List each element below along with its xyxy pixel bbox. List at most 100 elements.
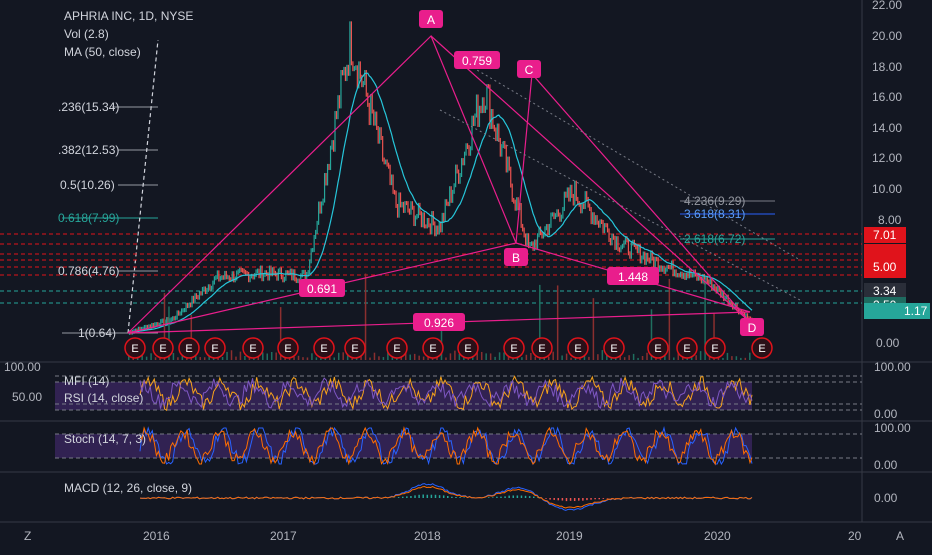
ratio-label[interactable]: 0.691 (299, 279, 345, 297)
earnings-marker-label: E (610, 343, 617, 355)
macd-histogram-bar (459, 497, 461, 498)
volume-bar (552, 352, 554, 360)
time-tick: 2016 (143, 529, 170, 543)
macd-title[interactable]: MACD (12, 26, close, 9) (64, 481, 192, 495)
price-badge-text: 3.34 (873, 284, 897, 298)
macd-histogram-bar (402, 497, 404, 498)
volume-bar (727, 353, 729, 360)
fib-trend-line (128, 40, 158, 333)
fib-ext-label: 3.618(8.31) (684, 207, 745, 221)
volume-bar (490, 353, 492, 360)
price-badge-text: 5.00 (873, 260, 897, 274)
ratio-text: 1.448 (618, 270, 648, 284)
volume-bar (383, 357, 385, 360)
volume-bar (557, 285, 559, 360)
fib-label: 0.786(4.76) (58, 264, 119, 278)
price-tick: 20.00 (872, 29, 902, 43)
fib-ext-label: 2.618(6.72) (684, 232, 745, 246)
corner-button-right[interactable]: A (896, 529, 904, 543)
volume-bar (262, 352, 264, 360)
volume-bar (624, 357, 626, 360)
osc-left-tick: 100.00 (4, 360, 41, 374)
pattern-point-a[interactable]: A (419, 10, 443, 28)
volume-bar (316, 357, 318, 360)
macd-histogram-bar (443, 495, 445, 498)
macd-histogram-bar (439, 495, 441, 498)
macd-histogram-bar (398, 497, 400, 498)
macd-histogram-bar (562, 498, 564, 501)
volume-bar (602, 350, 604, 360)
volume-bar (673, 357, 675, 360)
macd-histogram-bar (455, 497, 457, 498)
volume-bar (637, 358, 639, 360)
ratio-label[interactable]: 1.448 (607, 267, 659, 285)
pattern-point-d[interactable]: D (740, 318, 764, 336)
volume-bar (155, 357, 157, 360)
time-axis[interactable]: 2016 2017 2018 2019 2020 20 (143, 529, 862, 543)
macd-histogram-bar (406, 496, 408, 498)
volume-bar (414, 354, 416, 360)
pattern-point-c[interactable]: C (517, 60, 541, 78)
earnings-marker-label: E (654, 343, 661, 355)
volume-bar (749, 353, 751, 360)
macd-histogram-bar (463, 497, 465, 498)
ratio-label[interactable]: 0.759 (454, 51, 500, 69)
volume-bar (642, 356, 644, 360)
macd-histogram-bar (422, 495, 424, 498)
macd-histogram-bar (590, 498, 592, 500)
volume-bar (633, 354, 635, 360)
price-tick: 8.00 (878, 213, 902, 227)
fib-label: .236(15.34) (58, 100, 119, 114)
corner-button-left[interactable]: Z (24, 529, 31, 543)
volume-bar (199, 357, 201, 360)
macd-histogram-bar (418, 495, 420, 498)
osc-right-tick: 100.00 (874, 360, 911, 374)
macd-histogram-bar (574, 498, 576, 501)
stoch-right-tick: 100.00 (874, 421, 911, 435)
earnings-marker-label: E (159, 343, 166, 355)
ratio-text: 0.759 (462, 54, 492, 68)
price-badge: 3.34 (864, 283, 906, 298)
macd-histogram-bar (549, 498, 551, 500)
harmonic-pattern (128, 36, 750, 333)
volume-bar (454, 351, 456, 360)
macd-histogram-bar (582, 498, 584, 501)
volume-bar (503, 352, 505, 360)
volume-bar (566, 354, 568, 360)
fib-label: 0.618(7.99) (58, 211, 119, 225)
macd-histogram-bar (545, 498, 547, 499)
volume-bar (378, 356, 380, 360)
price-tick: 10.00 (872, 182, 902, 196)
earnings-marker-label: E (211, 343, 218, 355)
ma-indicator-label[interactable]: MA (50, close) (64, 45, 141, 59)
macd-histogram-bar (566, 498, 568, 501)
fib-ext-label: 4.236(9.29) (684, 194, 745, 208)
volume-bar (271, 352, 273, 360)
volume-bar (700, 351, 702, 360)
ratio-label[interactable]: 0.926 (413, 313, 465, 331)
pattern-point-b[interactable]: B (504, 248, 528, 266)
volume-bar (745, 358, 747, 360)
price-tick: 12.00 (872, 151, 902, 165)
price-series (128, 21, 752, 360)
volume-bar (450, 353, 452, 360)
earnings-marker-label: E (185, 343, 192, 355)
volume-bar (146, 357, 148, 360)
osc-left-tick: 50.00 (12, 390, 42, 404)
stoch-title[interactable]: Stoch (14, 7, 3) (64, 432, 146, 446)
earnings-marker-label: E (351, 343, 358, 355)
mfi-title[interactable]: MFI (14) (64, 374, 109, 388)
volume-bar (736, 356, 738, 360)
rsi-title[interactable]: RSI (14, close) (64, 391, 143, 405)
volume-bar (409, 355, 411, 360)
volume-bar (204, 357, 206, 360)
volume-indicator-label[interactable]: Vol (2.8) (64, 27, 109, 41)
fib-label: .382(12.53) (58, 143, 119, 157)
pattern-point-label: A (427, 13, 435, 27)
macd-histogram-bar (410, 496, 412, 498)
volume-bar (240, 352, 242, 360)
volume-bar (669, 279, 671, 360)
macd-histogram-bar (488, 497, 490, 498)
